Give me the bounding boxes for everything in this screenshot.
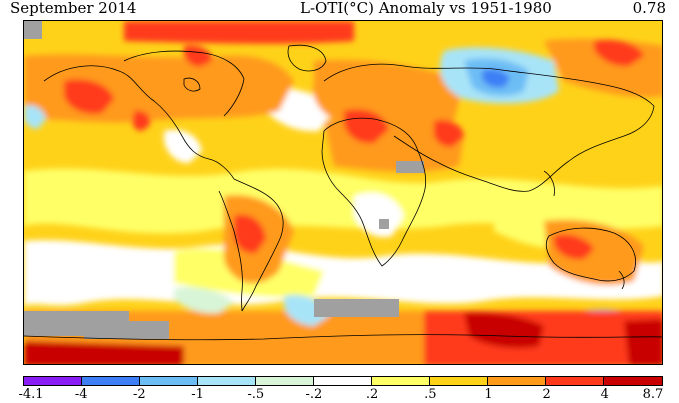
color-scale-labels: -4.1 -4 -2 -1 -.5 -.2 .2 .5 1 2 4 8.7 (0, 388, 679, 403)
global-mean-anomaly: 0.78 (632, 0, 666, 17)
legend-tick-label: .2 (365, 387, 379, 402)
world-anomaly-map (23, 20, 663, 365)
africa-coast (321, 117, 427, 267)
missing-data-cell (314, 299, 399, 317)
legend-tick-label: -4.1 (18, 387, 44, 402)
legend-tick-label: 4 (600, 387, 609, 402)
missing-data-cell (84, 321, 169, 339)
legend-tick-label: -1 (191, 387, 204, 402)
legend-color-cell (372, 377, 430, 385)
legend-tick-label: -.2 (305, 387, 323, 402)
antarctica-coast (24, 334, 662, 341)
north-pacific-warm (64, 79, 114, 114)
missing-data-cell (396, 161, 424, 173)
australia-warm (554, 234, 594, 260)
antarctic-very-warm-west (24, 341, 184, 364)
color-scale-bar (23, 376, 663, 386)
legend-tick-label: -.5 (247, 387, 265, 402)
legend-tick-label: -4 (74, 387, 88, 402)
legend-tick-label: -2 (133, 387, 146, 402)
missing-data-cell (379, 219, 389, 229)
legend-color-cell (82, 377, 140, 385)
legend-color-cell (256, 377, 314, 385)
legend-color-cell (314, 377, 372, 385)
south-america-coast (233, 178, 284, 312)
north-america-coast (43, 65, 235, 180)
map-canvas (24, 21, 662, 364)
greenland-coast (287, 44, 327, 72)
legend-tick-label: .5 (424, 387, 437, 402)
figure-date: September 2014 (10, 0, 137, 17)
north-africa-warm (344, 109, 389, 144)
legend-color-cell (488, 377, 546, 385)
legend-tick-label: 8.7 (642, 387, 664, 402)
legend-color-cell (604, 377, 662, 385)
arctic-warm (124, 21, 354, 44)
south-america-warm (233, 214, 266, 254)
legend-tick-label: 1 (484, 387, 493, 402)
legend-color-cell (430, 377, 488, 385)
legend-color-cell (198, 377, 256, 385)
anomaly-fields (24, 21, 662, 364)
legend-color-cell (24, 377, 82, 385)
legend-color-cell (140, 377, 198, 385)
missing-data-cell (24, 21, 42, 39)
coastlines (24, 44, 662, 341)
legend-tick-label: 2 (542, 387, 551, 402)
antarctic-very-warm-east (464, 312, 544, 348)
legend-color-cell (546, 377, 604, 385)
eurasia-coast (323, 63, 655, 192)
australia-coast (545, 227, 636, 282)
figure-title: L-OTI(°C) Anomaly vs 1951-1980 (300, 0, 552, 17)
missing-data-areas (24, 21, 424, 339)
